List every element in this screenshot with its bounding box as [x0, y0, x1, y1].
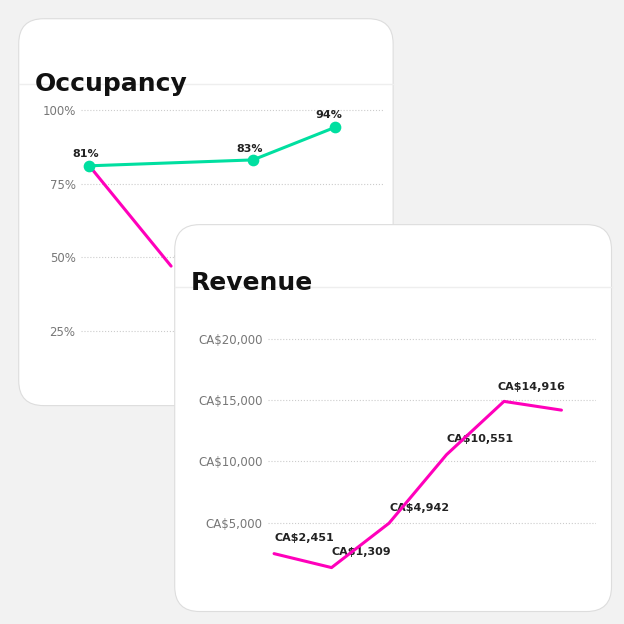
Text: 94%: 94%: [315, 110, 342, 120]
Text: 81%: 81%: [72, 150, 99, 160]
Text: CA$10,551: CA$10,551: [447, 434, 514, 444]
Text: Occupancy: Occupancy: [34, 72, 187, 95]
Point: [248, 155, 258, 165]
Point: [84, 161, 94, 171]
Text: 83%: 83%: [236, 144, 263, 154]
Text: CA$14,916: CA$14,916: [497, 383, 565, 392]
Text: 4: 4: [174, 251, 182, 261]
Text: Revenue: Revenue: [190, 271, 313, 295]
Point: [329, 122, 339, 132]
Text: CA$2,451: CA$2,451: [274, 533, 334, 543]
Text: CA$4,942: CA$4,942: [389, 503, 449, 513]
Text: CA$1,309: CA$1,309: [331, 547, 391, 557]
